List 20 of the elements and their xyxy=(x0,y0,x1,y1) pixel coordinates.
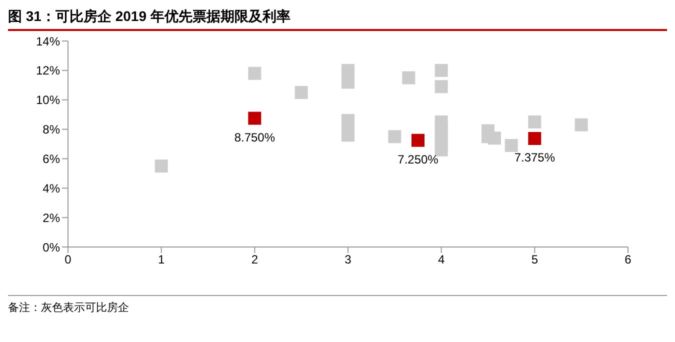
y-tick-label: 4% xyxy=(42,181,60,196)
y-tick-label: 12% xyxy=(36,64,60,78)
y-tick-label: 10% xyxy=(36,93,60,108)
y-tick-label: 2% xyxy=(42,210,60,225)
text: 备注：灰色表示可比房企 xyxy=(8,300,130,315)
data-label: 7.375% xyxy=(514,150,556,165)
data-label: 8.750% xyxy=(234,130,276,144)
y-tick-label: 6% xyxy=(42,152,60,166)
x-tick-label: 2 xyxy=(251,252,258,267)
y-tick-label: 8% xyxy=(42,122,60,137)
y-tick-label: 14% xyxy=(36,34,60,48)
x-tick-label: 5 xyxy=(531,252,538,267)
x-tick-label: 0 xyxy=(64,252,72,267)
x-tick-label: 1 xyxy=(158,252,165,267)
x-tick-label: 4 xyxy=(438,252,445,267)
y-tick-label: 0% xyxy=(42,240,60,254)
chart-title: 图 31：可比房企 2019 年优先票据期限及利率 xyxy=(8,8,667,31)
x-tick-label: 6 xyxy=(624,252,632,267)
x-tick-label: 3 xyxy=(344,252,352,267)
data-label: 7.250% xyxy=(398,152,439,166)
